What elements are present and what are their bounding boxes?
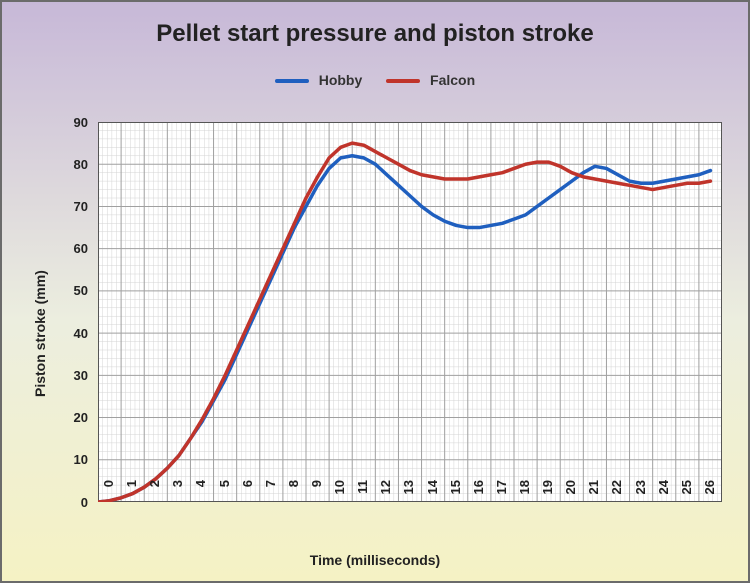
x-tick: 25: [679, 480, 694, 506]
x-tick: 6: [240, 480, 255, 506]
x-tick: 0: [101, 480, 116, 506]
x-tick: 7: [263, 480, 278, 506]
x-axis-label: Time (milliseconds): [2, 552, 748, 568]
x-tick: 11: [355, 480, 370, 506]
x-tick: 26: [702, 480, 717, 506]
x-tick: 4: [193, 480, 208, 506]
chart-title: Pellet start pressure and piston stroke: [2, 20, 748, 48]
x-tick: 24: [656, 480, 671, 506]
x-tick: 16: [471, 480, 486, 506]
x-tick: 19: [540, 480, 555, 506]
plot-area: [98, 122, 722, 502]
y-tick: 90: [74, 115, 88, 130]
y-tick: 50: [74, 283, 88, 298]
legend-item-hobby: Hobby: [275, 72, 362, 88]
legend-label-falcon: Falcon: [430, 72, 475, 88]
x-tick: 3: [170, 480, 185, 506]
x-tick: 13: [401, 480, 416, 506]
legend-label-hobby: Hobby: [319, 72, 363, 88]
y-tick: 40: [74, 326, 88, 341]
x-tick: 15: [448, 480, 463, 506]
x-tick: 9: [309, 480, 324, 506]
x-tick: 18: [517, 480, 532, 506]
legend-item-falcon: Falcon: [386, 72, 475, 88]
legend: Hobby Falcon: [2, 72, 748, 88]
legend-swatch-hobby: [275, 79, 309, 83]
y-tick: 20: [74, 410, 88, 425]
x-tick: 2: [147, 480, 162, 506]
plot-svg: [98, 122, 722, 502]
x-tick: 8: [286, 480, 301, 506]
x-tick: 5: [217, 480, 232, 506]
x-tick: 1: [124, 480, 139, 506]
y-tick: 0: [81, 495, 88, 510]
x-tick: 21: [586, 480, 601, 506]
y-axis-label: Piston stroke (mm): [32, 270, 48, 397]
y-tick: 30: [74, 368, 88, 383]
y-tick: 70: [74, 199, 88, 214]
y-tick: 80: [74, 157, 88, 172]
x-tick: 12: [378, 480, 393, 506]
chart-container: { "chart": { "type": "line", "title": "P…: [0, 0, 750, 583]
y-tick: 10: [74, 452, 88, 467]
x-tick: 22: [609, 480, 624, 506]
x-tick: 23: [633, 480, 648, 506]
legend-swatch-falcon: [386, 79, 420, 83]
y-tick: 60: [74, 241, 88, 256]
x-tick: 20: [563, 480, 578, 506]
x-tick: 14: [425, 480, 440, 506]
x-tick: 10: [332, 480, 347, 506]
x-tick: 17: [494, 480, 509, 506]
